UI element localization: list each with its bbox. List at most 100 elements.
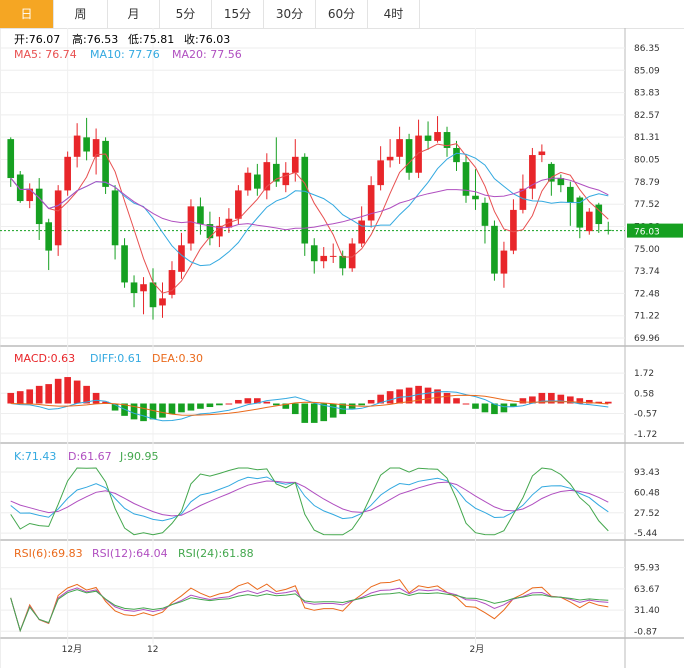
period-tabs: 日周月 5分 15分 30分 60分 4时 — [0, 0, 684, 29]
macd-bar-41 — [386, 391, 394, 404]
macd-bar-38 — [358, 403, 365, 406]
candle-body-49 — [462, 162, 470, 196]
candle-body-29 — [272, 163, 280, 182]
main-y-tick-3: 83.83 — [634, 89, 660, 99]
macd-bar-16 — [149, 403, 157, 420]
candle-body-56 — [529, 155, 536, 189]
rsi6-line — [10, 579, 609, 633]
macd-bar-24 — [225, 403, 233, 405]
candle-body-61 — [576, 197, 584, 228]
candle-body-53 — [500, 250, 508, 274]
macd-bar-63 — [595, 401, 603, 404]
kdj-y-tick-2: 60.48 — [634, 488, 660, 498]
candle-body-5 — [45, 222, 52, 251]
candle-body-18 — [168, 270, 176, 295]
ma5-label: MA5: 76.74 — [14, 48, 77, 61]
macd-bar-10 — [92, 392, 100, 404]
k-line — [10, 476, 609, 522]
macd-bar-18 — [168, 403, 176, 415]
ma20-label: MA20: 77.56 — [172, 48, 242, 61]
macd-label: MACD:0.63 — [14, 352, 75, 365]
macd-bar-54 — [510, 403, 517, 408]
main-y-tick-2: 85.09 — [634, 66, 660, 76]
ma20-line — [10, 177, 609, 231]
candle-body-26 — [244, 172, 252, 191]
x-label-2: 12 — [147, 645, 158, 655]
macd-bar-29 — [272, 403, 280, 406]
macd-bar-51 — [481, 403, 489, 413]
macd-bar-14 — [130, 403, 138, 420]
candle-body-50 — [472, 195, 479, 200]
candle-body-42 — [396, 139, 403, 157]
macd-bar-43 — [405, 387, 413, 404]
macd-bar-17 — [159, 403, 166, 418]
candle-body-23 — [216, 225, 223, 237]
candle-body-38 — [358, 220, 365, 244]
macd-bar-57 — [538, 392, 546, 404]
tab-4[interactable]: 5分 — [160, 0, 212, 28]
candle-body-34 — [320, 255, 328, 262]
candle-body-30 — [282, 172, 290, 186]
macd-bar-8 — [73, 380, 81, 404]
candle-body-41 — [386, 156, 394, 161]
rsi-pane: 95.93 63.67 31.40 -0.87 — [10, 564, 660, 637]
main-y-tick-8: 77.52 — [634, 200, 660, 210]
tab-8[interactable]: 4时 — [368, 0, 420, 28]
candle-body-43 — [405, 139, 413, 173]
candle-body-13 — [121, 245, 128, 283]
macd-y-tick-2: 0.58 — [634, 389, 654, 399]
macd-bar-59 — [557, 394, 565, 404]
rsi-y-tick-4: -0.87 — [634, 627, 657, 637]
macd-bar-6 — [54, 378, 62, 404]
d-line — [10, 480, 609, 517]
macd-bar-35 — [329, 403, 337, 418]
rsi24-label: RSI(24):61.88 — [178, 547, 254, 560]
tab-5[interactable]: 15分 — [212, 0, 264, 28]
tab-1[interactable]: 日 — [0, 0, 54, 28]
candle-body-31 — [291, 156, 299, 173]
candle-body-39 — [367, 185, 375, 221]
candle-body-7 — [64, 156, 71, 191]
macd-bar-52 — [491, 403, 498, 415]
k-label: K:71.43 — [14, 450, 56, 463]
candle-body-33 — [310, 245, 318, 262]
main-y-tick-1: 86.35 — [634, 44, 660, 54]
candle-body-6 — [54, 190, 62, 246]
candle-body-47 — [443, 132, 451, 148]
macd-bar-64 — [604, 401, 612, 404]
macd-bar-58 — [548, 392, 555, 404]
main-y-tick-11: 73.74 — [634, 267, 660, 277]
macd-y-tick-4: -1.72 — [634, 430, 657, 440]
main-y-tick-5: 81.31 — [634, 133, 660, 143]
kdj-y-tick-1: 93.43 — [634, 468, 660, 478]
candle-body-20 — [187, 206, 195, 244]
candle-body-36 — [339, 255, 347, 269]
tab-6[interactable]: 30分 — [264, 0, 316, 28]
rsi-y-tick-3: 31.40 — [634, 606, 660, 616]
kdj-y-tick-4: -5.44 — [634, 529, 658, 539]
macd-bar-53 — [500, 403, 508, 413]
candle-body-16 — [149, 282, 157, 308]
candle-body-11 — [102, 140, 109, 187]
candle-body-48 — [453, 147, 460, 163]
x-label-3: 2月 — [469, 644, 484, 655]
macd-bar-25 — [235, 399, 242, 404]
macd-pane: 1.72 0.58 -0.57 -1.72 — [7, 369, 657, 440]
candle-body-2 — [16, 174, 24, 202]
macd-bar-12 — [111, 403, 119, 411]
candle-body-51 — [481, 202, 489, 226]
macd-bar-30 — [282, 403, 290, 409]
tab-2[interactable]: 周 — [54, 0, 108, 28]
tab-3[interactable]: 月 — [108, 0, 160, 28]
macd-bar-62 — [585, 399, 593, 404]
rsi6-label: RSI(6):69.83 — [14, 547, 83, 560]
rsi24-line — [10, 589, 609, 633]
macd-bar-60 — [567, 396, 574, 404]
candle-body-22 — [206, 224, 214, 239]
main-y-tick-10: 75.00 — [634, 245, 660, 255]
macd-bar-34 — [320, 403, 328, 422]
tab-7[interactable]: 60分 — [316, 0, 368, 28]
macd-bar-2 — [16, 391, 24, 404]
macd-bar-27 — [254, 398, 261, 404]
main-y-tick-12: 72.48 — [634, 289, 660, 299]
